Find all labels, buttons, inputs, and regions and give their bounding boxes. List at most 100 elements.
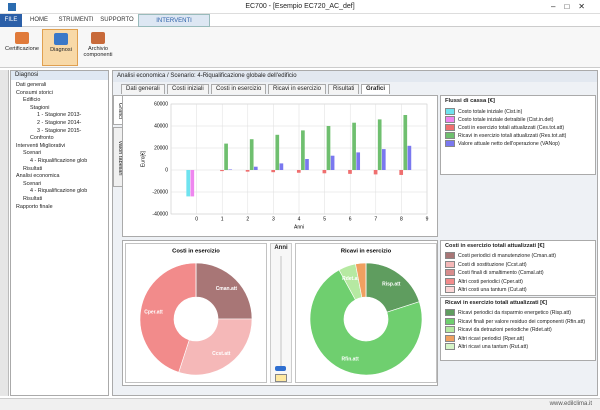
slider[interactable]: Anni — [270, 243, 292, 383]
pie-slice — [139, 262, 197, 373]
tree-item[interactable]: 1 - Stagione 2013- — [37, 112, 82, 119]
ribbon-button[interactable]: Archivio componenti — [80, 29, 116, 66]
window-title: EC700 - [Esempio EC720_AC_def] — [245, 3, 355, 10]
menu-item[interactable]: HOME — [30, 17, 48, 23]
menu-item[interactable]: FILE — [0, 14, 22, 27]
tree-item[interactable]: 2 - Stagione 2014- — [37, 120, 82, 126]
y-tick-label: -20000 — [152, 189, 168, 195]
x-tick-label: 6 — [349, 216, 352, 222]
legend-swatch — [445, 269, 455, 276]
legend-label: Ricavi da detrazioni periodiche (Rdet.at… — [458, 326, 552, 333]
tree-item[interactable]: 4 - Riqualificazione glob — [30, 158, 88, 164]
side-strip[interactable] — [0, 70, 9, 396]
tree-item[interactable]: Consumi storici — [16, 89, 53, 96]
legend-title: Flussi di cassa [€] — [445, 98, 495, 104]
tree-item[interactable]: Interventi Migliorativi — [16, 142, 66, 149]
tree-item[interactable]: Confronto — [30, 135, 54, 142]
legend-swatch — [445, 326, 455, 333]
bar — [373, 170, 378, 175]
tab[interactable]: Costi in esercizio — [211, 84, 267, 94]
tab[interactable]: Costi iniziali — [167, 84, 209, 94]
status-bar: www.edilclima.it — [0, 398, 600, 410]
bar — [352, 122, 356, 170]
tab[interactable]: Risultati — [328, 84, 360, 94]
bar — [296, 170, 301, 173]
x-tick-label: 3 — [272, 216, 275, 222]
pie-title: Ricavi in esercizio — [341, 249, 392, 255]
y-tick-label: -40000 — [152, 211, 168, 217]
ribbon-button[interactable]: Certificazione — [4, 29, 40, 66]
tree-item[interactable]: 4 - Riqualificazione glob — [30, 188, 88, 195]
legend-label: Costi di sostituzione (Ccst.att) — [458, 261, 527, 268]
ribbon-button[interactable]: Diagnosi — [42, 29, 78, 66]
menu-item[interactable]: INTERVENTI MIGLIORATIVI — [138, 14, 210, 37]
x-tick-label: 8 — [400, 216, 403, 222]
tree-title: Diagnosi — [11, 71, 108, 80]
tab[interactable]: Dati generali — [121, 84, 165, 94]
bar — [245, 170, 250, 172]
footer-link[interactable]: www.edilclima.it — [549, 401, 592, 407]
legend-label: Costo totale iniziale (Cist.in) — [458, 108, 523, 115]
legend-label: Costi in esercizio totali attualizzati (… — [458, 124, 565, 131]
bar — [348, 170, 352, 174]
menu-item[interactable]: STRUMENTI — [58, 17, 94, 23]
legend-swatch — [445, 124, 455, 131]
tree-item[interactable]: Risultati — [23, 196, 43, 202]
legend-swatch — [445, 343, 455, 350]
legend-entry: Costi in esercizio totali attualizzati (… — [445, 124, 564, 131]
tree-item[interactable]: Analisi economica — [16, 173, 60, 180]
legend-swatch — [445, 132, 455, 139]
slice-label: Cper.att — [144, 310, 163, 316]
pie-title: Costi in esercizio — [172, 249, 220, 255]
tab[interactable]: Ricavi in esercizio — [268, 84, 327, 94]
bar — [228, 169, 233, 170]
pie-legend: Costi in esercizio totali attualizzati [… — [440, 240, 596, 296]
legend-entry: Altri costi una tantum (Cut.att) — [445, 286, 527, 293]
legend-entry: Valore attuale netto dell'operazione (VA… — [445, 140, 560, 147]
legend-swatch — [445, 108, 455, 115]
legend-entry: Ricavi in esercizio totali attualizzati … — [445, 132, 566, 139]
slider-thumb[interactable] — [275, 366, 286, 371]
window-controls[interactable]: –□✕ — [551, 2, 594, 11]
x-tick-label: 5 — [323, 216, 326, 222]
bar — [271, 170, 276, 173]
x-tick-label: 1 — [221, 216, 224, 222]
bar — [220, 170, 224, 172]
tree-item[interactable]: Rapporto finale — [16, 203, 53, 210]
bar — [305, 159, 309, 170]
y-axis-label: Euro[€] — [140, 150, 146, 167]
legend-swatch — [445, 116, 455, 123]
bar — [190, 170, 195, 197]
legend-label: Altri ricavi una tantum (Rut.att) — [458, 343, 529, 350]
legend-entry: Costo totale iniziale (Cist.in) — [445, 108, 522, 115]
tree-item[interactable]: Scenari — [23, 150, 42, 157]
tree-item[interactable]: Scenari — [23, 180, 42, 187]
app-icon — [8, 3, 16, 11]
bar — [224, 143, 228, 170]
y-tick-label: 20000 — [154, 145, 168, 151]
tree-item[interactable]: Stagioni — [30, 104, 50, 111]
tab[interactable]: Grafici — [361, 84, 391, 94]
legend-title: Ricavi in esercizio totali attualizzati … — [445, 300, 547, 306]
bar — [330, 155, 335, 170]
tree-item[interactable]: Dati generali — [16, 82, 47, 88]
bar-chart-panel: -40000 -20000 0 20000 40000 60000 0 1 2 3 4 5 6 7 8 9 An… — [122, 95, 438, 237]
legend-entry: Ricavi periodici da risparmio energetico… — [445, 309, 571, 316]
slider-track — [280, 256, 282, 371]
tree-item[interactable]: 3 - Stagione 2015- — [37, 127, 82, 134]
bar — [301, 130, 305, 170]
slider-button[interactable] — [275, 374, 287, 382]
legend-label: Costo totale iniziale detraibile (Cist.i… — [458, 116, 554, 123]
menu-bar: FILE HOME STRUMENTI SUPPORTO INTERVENTI MIGL… — [0, 14, 600, 37]
tree-item[interactable]: Edificio — [23, 97, 41, 104]
legend-entry: Costo totale iniziale detraibile (Cist.i… — [445, 116, 553, 123]
legend-title: Costi in esercizio totali attualizzati [… — [445, 243, 545, 249]
ribbon-label: Diagnosi — [50, 47, 72, 53]
menu-item[interactable]: SUPPORTO — [100, 17, 134, 23]
legend-entry: Altri costi periodici (Cper.att) — [445, 277, 523, 285]
breadcrumb: Analisi economica / Scenario: 4-Riqualif… — [113, 71, 597, 82]
legend-swatch — [445, 140, 455, 147]
tree-panel: Diagnosi Dati generali Consumi storici Edi… — [10, 70, 109, 396]
pie-slice — [195, 262, 253, 320]
tree-item[interactable]: Risultati — [23, 165, 43, 172]
